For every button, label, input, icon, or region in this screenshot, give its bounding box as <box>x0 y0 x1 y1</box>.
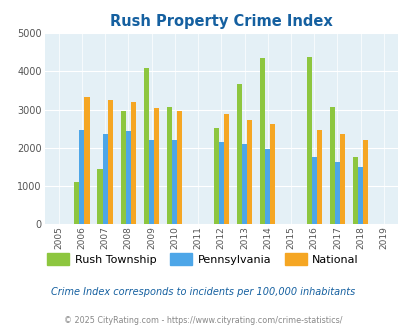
Bar <box>154 108 159 224</box>
Bar <box>172 140 177 224</box>
Title: Rush Property Crime Index: Rush Property Crime Index <box>110 14 332 29</box>
Bar <box>130 102 136 224</box>
Bar <box>97 169 102 224</box>
Bar <box>167 107 172 224</box>
Bar <box>352 157 357 224</box>
Bar <box>260 58 264 224</box>
Bar <box>107 100 113 224</box>
Bar <box>213 128 218 224</box>
Bar <box>149 140 154 224</box>
Bar <box>79 130 84 224</box>
Bar <box>357 167 362 224</box>
Bar <box>311 157 316 224</box>
Bar <box>218 142 223 224</box>
Bar <box>74 182 79 224</box>
Bar <box>339 134 344 224</box>
Bar <box>177 112 182 224</box>
Legend: Rush Township, Pennsylvania, National: Rush Township, Pennsylvania, National <box>43 248 362 270</box>
Text: © 2025 CityRating.com - https://www.cityrating.com/crime-statistics/: © 2025 CityRating.com - https://www.city… <box>64 315 341 325</box>
Bar <box>334 162 339 224</box>
Bar <box>247 119 252 224</box>
Bar <box>306 57 311 224</box>
Bar <box>329 107 334 224</box>
Bar <box>223 114 228 224</box>
Bar <box>120 112 126 224</box>
Bar <box>84 97 89 224</box>
Bar <box>143 68 149 224</box>
Bar <box>236 83 241 224</box>
Bar <box>362 140 367 224</box>
Text: Crime Index corresponds to incidents per 100,000 inhabitants: Crime Index corresponds to incidents per… <box>51 287 354 297</box>
Bar <box>102 134 107 224</box>
Bar <box>316 130 321 224</box>
Bar <box>270 124 275 224</box>
Bar <box>126 131 130 224</box>
Bar <box>241 145 247 224</box>
Bar <box>264 149 270 224</box>
